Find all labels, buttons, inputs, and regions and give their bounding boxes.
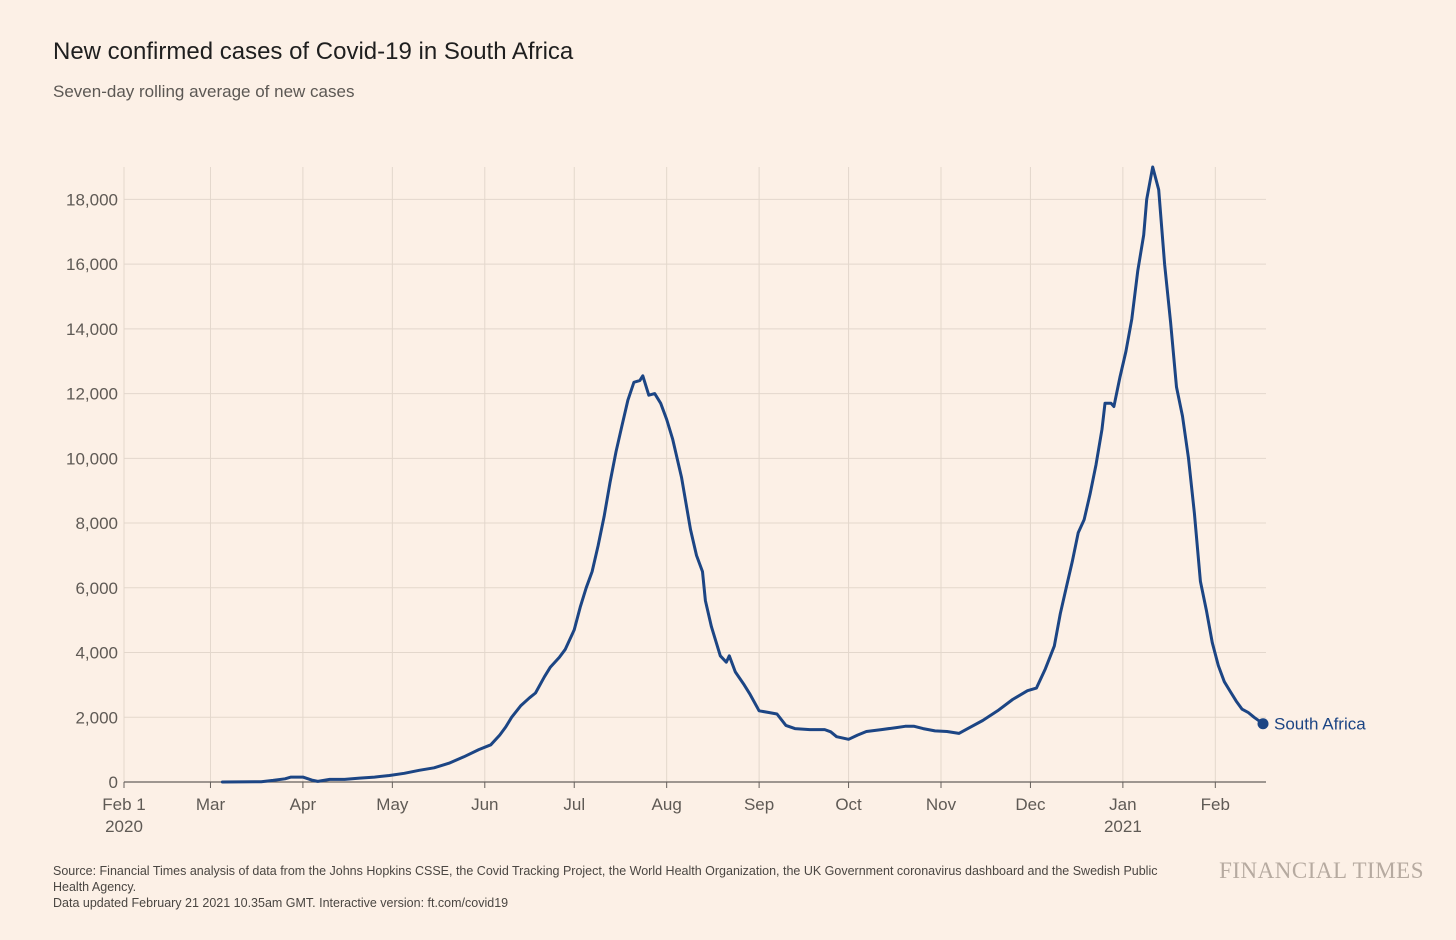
series-layer: South Africa xyxy=(220,165,1366,784)
x-tick-label: Oct xyxy=(835,795,862,814)
line-chart: 0 2,000 4,000 6,000 8,000 10,000 12,000 14,000 1… xyxy=(66,165,1366,836)
x-tick-label: Jul xyxy=(563,795,585,814)
y-tick-label: 8,000 xyxy=(75,514,118,533)
chart-subtitle: Seven-day rolling average of new cases xyxy=(53,82,355,101)
y-tick-label: 12,000 xyxy=(66,385,118,404)
update-note: Data updated February 21 2021 10.35am GM… xyxy=(53,896,509,910)
x-tick-label: Jan xyxy=(1109,795,1136,814)
x-tick-label: Feb xyxy=(1201,795,1230,814)
x-tick-label: Feb 1 xyxy=(102,795,145,814)
series-line xyxy=(220,165,1265,784)
x-tick-label: May xyxy=(376,795,409,814)
series-label: South Africa xyxy=(1274,715,1366,734)
x-tick-label: Aug xyxy=(652,795,682,814)
x-tick-year-label: 2021 xyxy=(1104,817,1142,836)
x-tick-label: Jun xyxy=(471,795,498,814)
x-tick-label: Nov xyxy=(926,795,957,814)
grid xyxy=(123,167,1266,783)
x-axis: Feb 1 2020 Mar Apr May Jun Jul Aug Sep Oct Nov Dec J… xyxy=(102,782,1230,836)
x-tick-label: Mar xyxy=(196,795,226,814)
x-tick-year-label: 2020 xyxy=(105,817,143,836)
x-tick-label: Apr xyxy=(290,795,317,814)
y-tick-label: 2,000 xyxy=(75,708,118,727)
x-tick-label: Dec xyxy=(1015,795,1046,814)
x-tick-label: Sep xyxy=(744,795,774,814)
y-tick-label: 14,000 xyxy=(66,320,118,339)
series-end-marker xyxy=(1257,718,1269,730)
y-axis: 0 2,000 4,000 6,000 8,000 10,000 12,000 14,000 1… xyxy=(66,190,118,792)
y-tick-label: 4,000 xyxy=(75,644,118,663)
y-tick-label: 6,000 xyxy=(75,579,118,598)
financial-times-logo: FINANCIAL TIMES xyxy=(1219,858,1424,883)
source-note: Source: Financial Times analysis of data… xyxy=(53,864,1158,894)
chart-footer: Source: Financial Times analysis of data… xyxy=(53,863,1193,911)
y-tick-label: 0 xyxy=(109,773,118,792)
chart-title: New confirmed cases of Covid-19 in South… xyxy=(53,38,574,65)
y-tick-label: 16,000 xyxy=(66,255,118,274)
y-tick-label: 10,000 xyxy=(66,449,118,468)
y-tick-label: 18,000 xyxy=(66,190,118,209)
